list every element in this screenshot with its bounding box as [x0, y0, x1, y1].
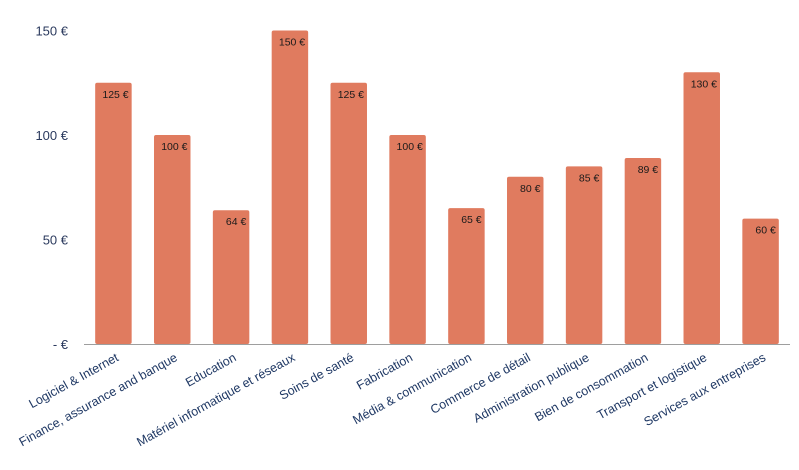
y-axis: - € 50 € 100 € 150 € [35, 24, 68, 353]
bar [212, 210, 250, 344]
data-label: 125 € [102, 89, 128, 101]
data-label: 100 € [397, 141, 423, 153]
data-label: 60 € [755, 225, 776, 237]
data-label: 150 € [279, 37, 305, 49]
data-label: 85 € [579, 172, 600, 184]
bar [448, 208, 485, 344]
y-tick-label: 150 € [35, 24, 68, 39]
bar [154, 135, 191, 344]
data-label: 125 € [338, 89, 364, 101]
data-label: 80 € [520, 183, 541, 195]
bar [389, 135, 426, 344]
data-label: 65 € [461, 214, 482, 226]
bar [624, 157, 662, 344]
data-label: 89 € [638, 164, 659, 176]
x-tick-label: Commerce de détail [428, 350, 533, 416]
bar [507, 176, 544, 344]
data-labels-group: 125 € 100 € 64 € 150 € 125 € 100 € 65 € 80 € 85 … [102, 37, 776, 237]
data-label: 64 € [226, 216, 247, 228]
bars-group [95, 30, 779, 345]
bar [742, 218, 779, 344]
y-tick-label: 100 € [35, 128, 68, 143]
data-label: 130 € [691, 78, 717, 90]
x-tick-label: Bien de consommation [532, 350, 650, 424]
bar [95, 82, 132, 344]
data-label: 100 € [161, 141, 187, 153]
bar [330, 82, 367, 344]
bar [565, 166, 603, 344]
y-tick-label: - € [53, 337, 69, 352]
y-tick-label: 50 € [43, 233, 69, 248]
bar [683, 72, 720, 345]
bar [271, 30, 309, 344]
